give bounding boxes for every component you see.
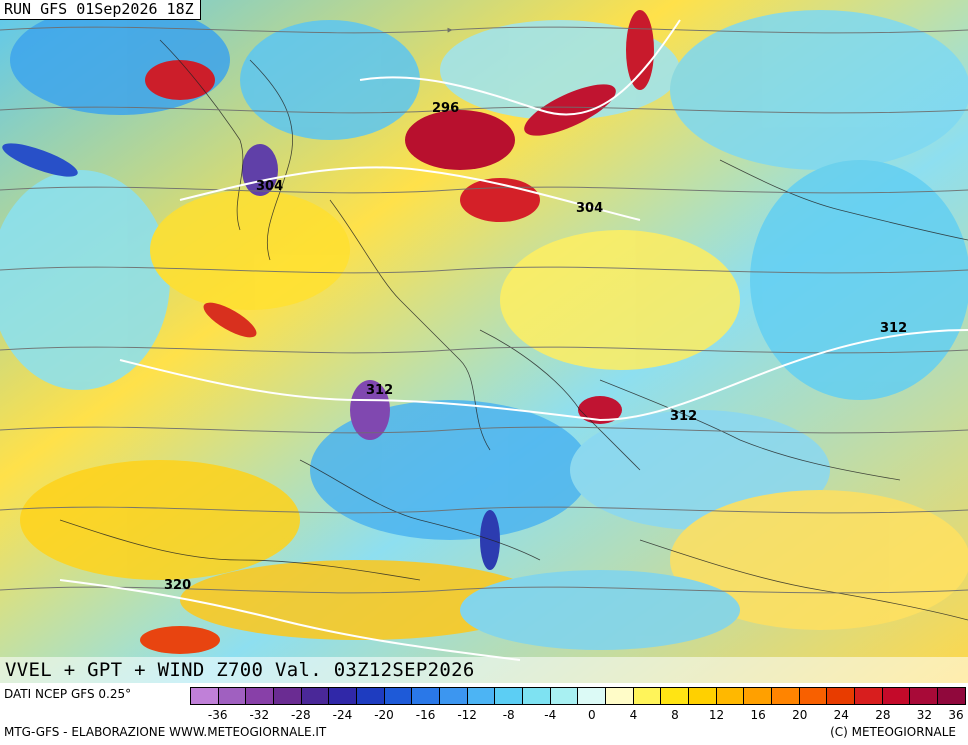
color-swatch <box>412 688 441 704</box>
color-swatch <box>661 688 690 704</box>
color-scale-tick-label: -32 <box>249 708 270 722</box>
source-label: DATI NCEP GFS 0.25° <box>4 687 132 701</box>
credit-label: MTG-GFS - ELABORAZIONE WWW.METEOGIORNALE… <box>4 725 327 739</box>
color-scale-tick-label: 32 <box>916 708 933 722</box>
color-swatch <box>855 688 883 704</box>
color-scale-tick-label: -28 <box>291 708 311 722</box>
contour-label-320: 320 <box>164 578 191 593</box>
color-scale-tick-label: -24 <box>332 708 353 722</box>
vertical-velocity-field <box>0 5 968 650</box>
color-swatch <box>357 688 385 704</box>
coastlines <box>59 39 968 621</box>
color-swatch <box>301 688 330 704</box>
weather-map: 296 304 304 312 312 312 320 <box>0 0 968 683</box>
contour-label-312-east: 312 <box>880 321 907 336</box>
color-swatch <box>274 688 302 704</box>
color-swatch <box>191 688 219 704</box>
color-scale-tick-label: 16 <box>750 708 766 722</box>
color-swatch <box>938 688 965 704</box>
legend-footer: DATI NCEP GFS 0.25° -36 -32 -28 -24 -20 -16 -1… <box>0 683 968 745</box>
color-swatch <box>716 688 745 704</box>
color-scale-tick-label: 28 <box>875 708 891 722</box>
color-scale-tick-label: 8 <box>671 708 679 722</box>
color-swatch <box>772 688 800 704</box>
color-scale-tick-label: 20 <box>792 708 808 722</box>
color-swatch <box>744 688 773 704</box>
color-scale-tick-label: -4 <box>544 708 557 722</box>
color-scale-ticks: -36 -32 -28 -24 -20 -16 -12 -8 -4 0 4 8 12 16 20 24 28 32… <box>190 705 966 725</box>
color-swatch <box>689 688 717 704</box>
color-swatch <box>799 688 828 704</box>
color-swatch <box>827 688 856 704</box>
map-title: VVEL + GPT + WIND Z700 Val. 03Z12SEP2026 <box>0 657 968 683</box>
color-scale-tick-label: -12 <box>457 708 477 722</box>
color-swatch <box>550 688 579 704</box>
contour-label-296: 296 <box>432 101 459 116</box>
color-swatch <box>329 688 358 704</box>
color-swatch <box>384 688 413 704</box>
color-scale-tick-label: -36 <box>207 708 228 722</box>
color-scale-tick-label: 24 <box>833 708 849 722</box>
geopotential-contours <box>59 19 968 661</box>
copyright-label: (C) METEOGIORNALE <box>830 725 956 739</box>
color-scale <box>190 687 966 705</box>
color-swatch <box>218 688 247 704</box>
color-scale-tick-label: -8 <box>502 708 515 722</box>
color-swatch <box>495 688 524 704</box>
color-scale-tick-label: 36 <box>948 708 964 722</box>
contour-labels: 296 304 304 312 312 312 320 <box>164 101 907 593</box>
contour-label-312-south: 312 <box>670 409 697 424</box>
contour-label-312-west: 312 <box>366 383 393 398</box>
color-scale-tick-label: -20 <box>374 708 394 722</box>
color-scale-tick-label: 0 <box>588 708 596 722</box>
color-scale-tick-label: -16 <box>415 708 436 722</box>
color-swatch <box>633 688 662 704</box>
wind-streamlines <box>0 26 968 594</box>
color-swatch <box>246 688 275 704</box>
color-scale-tick-label: 4 <box>629 708 638 722</box>
color-swatch <box>467 688 496 704</box>
contour-label-304-east: 304 <box>576 201 603 216</box>
color-swatch <box>606 688 634 704</box>
color-swatch <box>910 688 939 704</box>
color-swatch <box>882 688 911 704</box>
color-swatch <box>440 688 468 704</box>
color-swatch <box>578 688 607 704</box>
color-swatch <box>523 688 551 704</box>
run-label: RUN GFS 01Sep2026 18Z <box>0 0 201 20</box>
contour-label-304-west: 304 <box>256 179 283 194</box>
color-scale-tick-label: 12 <box>708 708 725 722</box>
